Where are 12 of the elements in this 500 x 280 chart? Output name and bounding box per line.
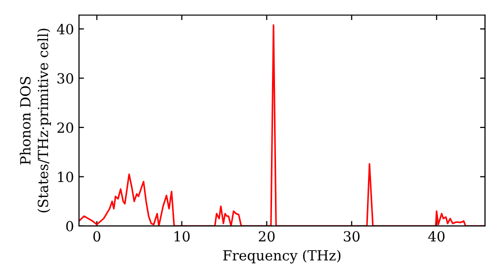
y-tick-label: 30	[58, 73, 74, 84]
y-tick-label: 0	[66, 220, 74, 232]
x-axis-title: Frequency (THz)	[223, 250, 340, 264]
y-tick-label: 10	[58, 172, 74, 182]
x-tick-label: 20	[258, 231, 275, 242]
x-tick-label: 10	[174, 231, 190, 242]
x-tick-label: 30	[344, 231, 360, 242]
x-tick-label: 0	[93, 231, 100, 242]
x-tick-label: 40	[428, 231, 444, 242]
y-tick-label: 20	[57, 122, 74, 133]
y-axis-title: Phonon DOS (States/THz·primitive cell)	[20, 28, 51, 212]
y-tick-label: 40	[56, 24, 74, 34]
